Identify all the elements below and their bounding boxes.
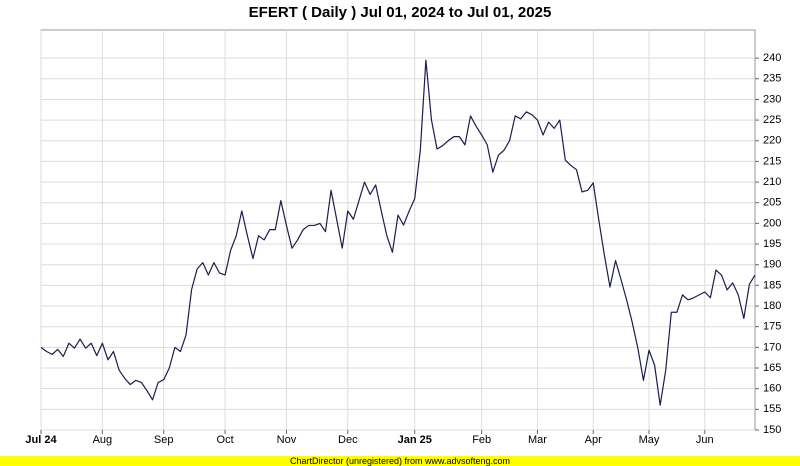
x-tick-label: May — [639, 434, 660, 446]
x-tick-label: Oct — [217, 434, 234, 446]
x-tick-label: Aug — [93, 434, 113, 446]
marks — [40, 59, 756, 406]
y-tick-label: 165 — [763, 362, 781, 374]
footer-text: ChartDirector (unregistered) from www.ad… — [290, 456, 510, 466]
y-tick-label: 205 — [763, 197, 781, 209]
x-tick-label: Dec — [338, 434, 358, 446]
y-tick-label: 195 — [763, 238, 781, 250]
y-tick-label: 240 — [763, 52, 781, 64]
y-tick-label: 220 — [763, 135, 781, 147]
x-tick-label: Sep — [154, 434, 174, 446]
y-tick-label: 180 — [763, 300, 781, 312]
plot-area — [40, 29, 756, 431]
y-tick-label: 200 — [763, 217, 781, 229]
y-tick-label: 215 — [763, 155, 781, 167]
price-line — [40, 59, 756, 406]
y-tick-label: 185 — [763, 279, 781, 291]
y-tick-label: 235 — [763, 73, 781, 85]
x-tick-label: Apr — [585, 434, 602, 446]
y-tick-label: 225 — [763, 114, 781, 126]
x-tick-label: Jan 25 — [398, 434, 432, 446]
grid — [40, 30, 755, 431]
x-tick-label: Jun — [696, 434, 714, 446]
y-tick-label: 175 — [763, 321, 781, 333]
footer-bar — [0, 456, 800, 466]
y-tick-label: 230 — [763, 93, 781, 105]
y-tick-label: 160 — [763, 383, 781, 395]
y-tick-label: 150 — [763, 424, 781, 436]
y-tick-label: 155 — [763, 403, 781, 415]
x-tick-label: Nov — [277, 434, 297, 446]
y-tick-label: 190 — [763, 259, 781, 271]
y-tick-label: 210 — [763, 176, 781, 188]
x-tick-label: Mar — [528, 434, 547, 446]
y-tick-label: 170 — [763, 341, 781, 353]
x-tick-label: Feb — [472, 434, 491, 446]
x-tick-label: Jul 24 — [25, 434, 57, 446]
chart-title: EFERT ( Daily ) Jul 01, 2024 to Jul 01, … — [249, 4, 552, 21]
